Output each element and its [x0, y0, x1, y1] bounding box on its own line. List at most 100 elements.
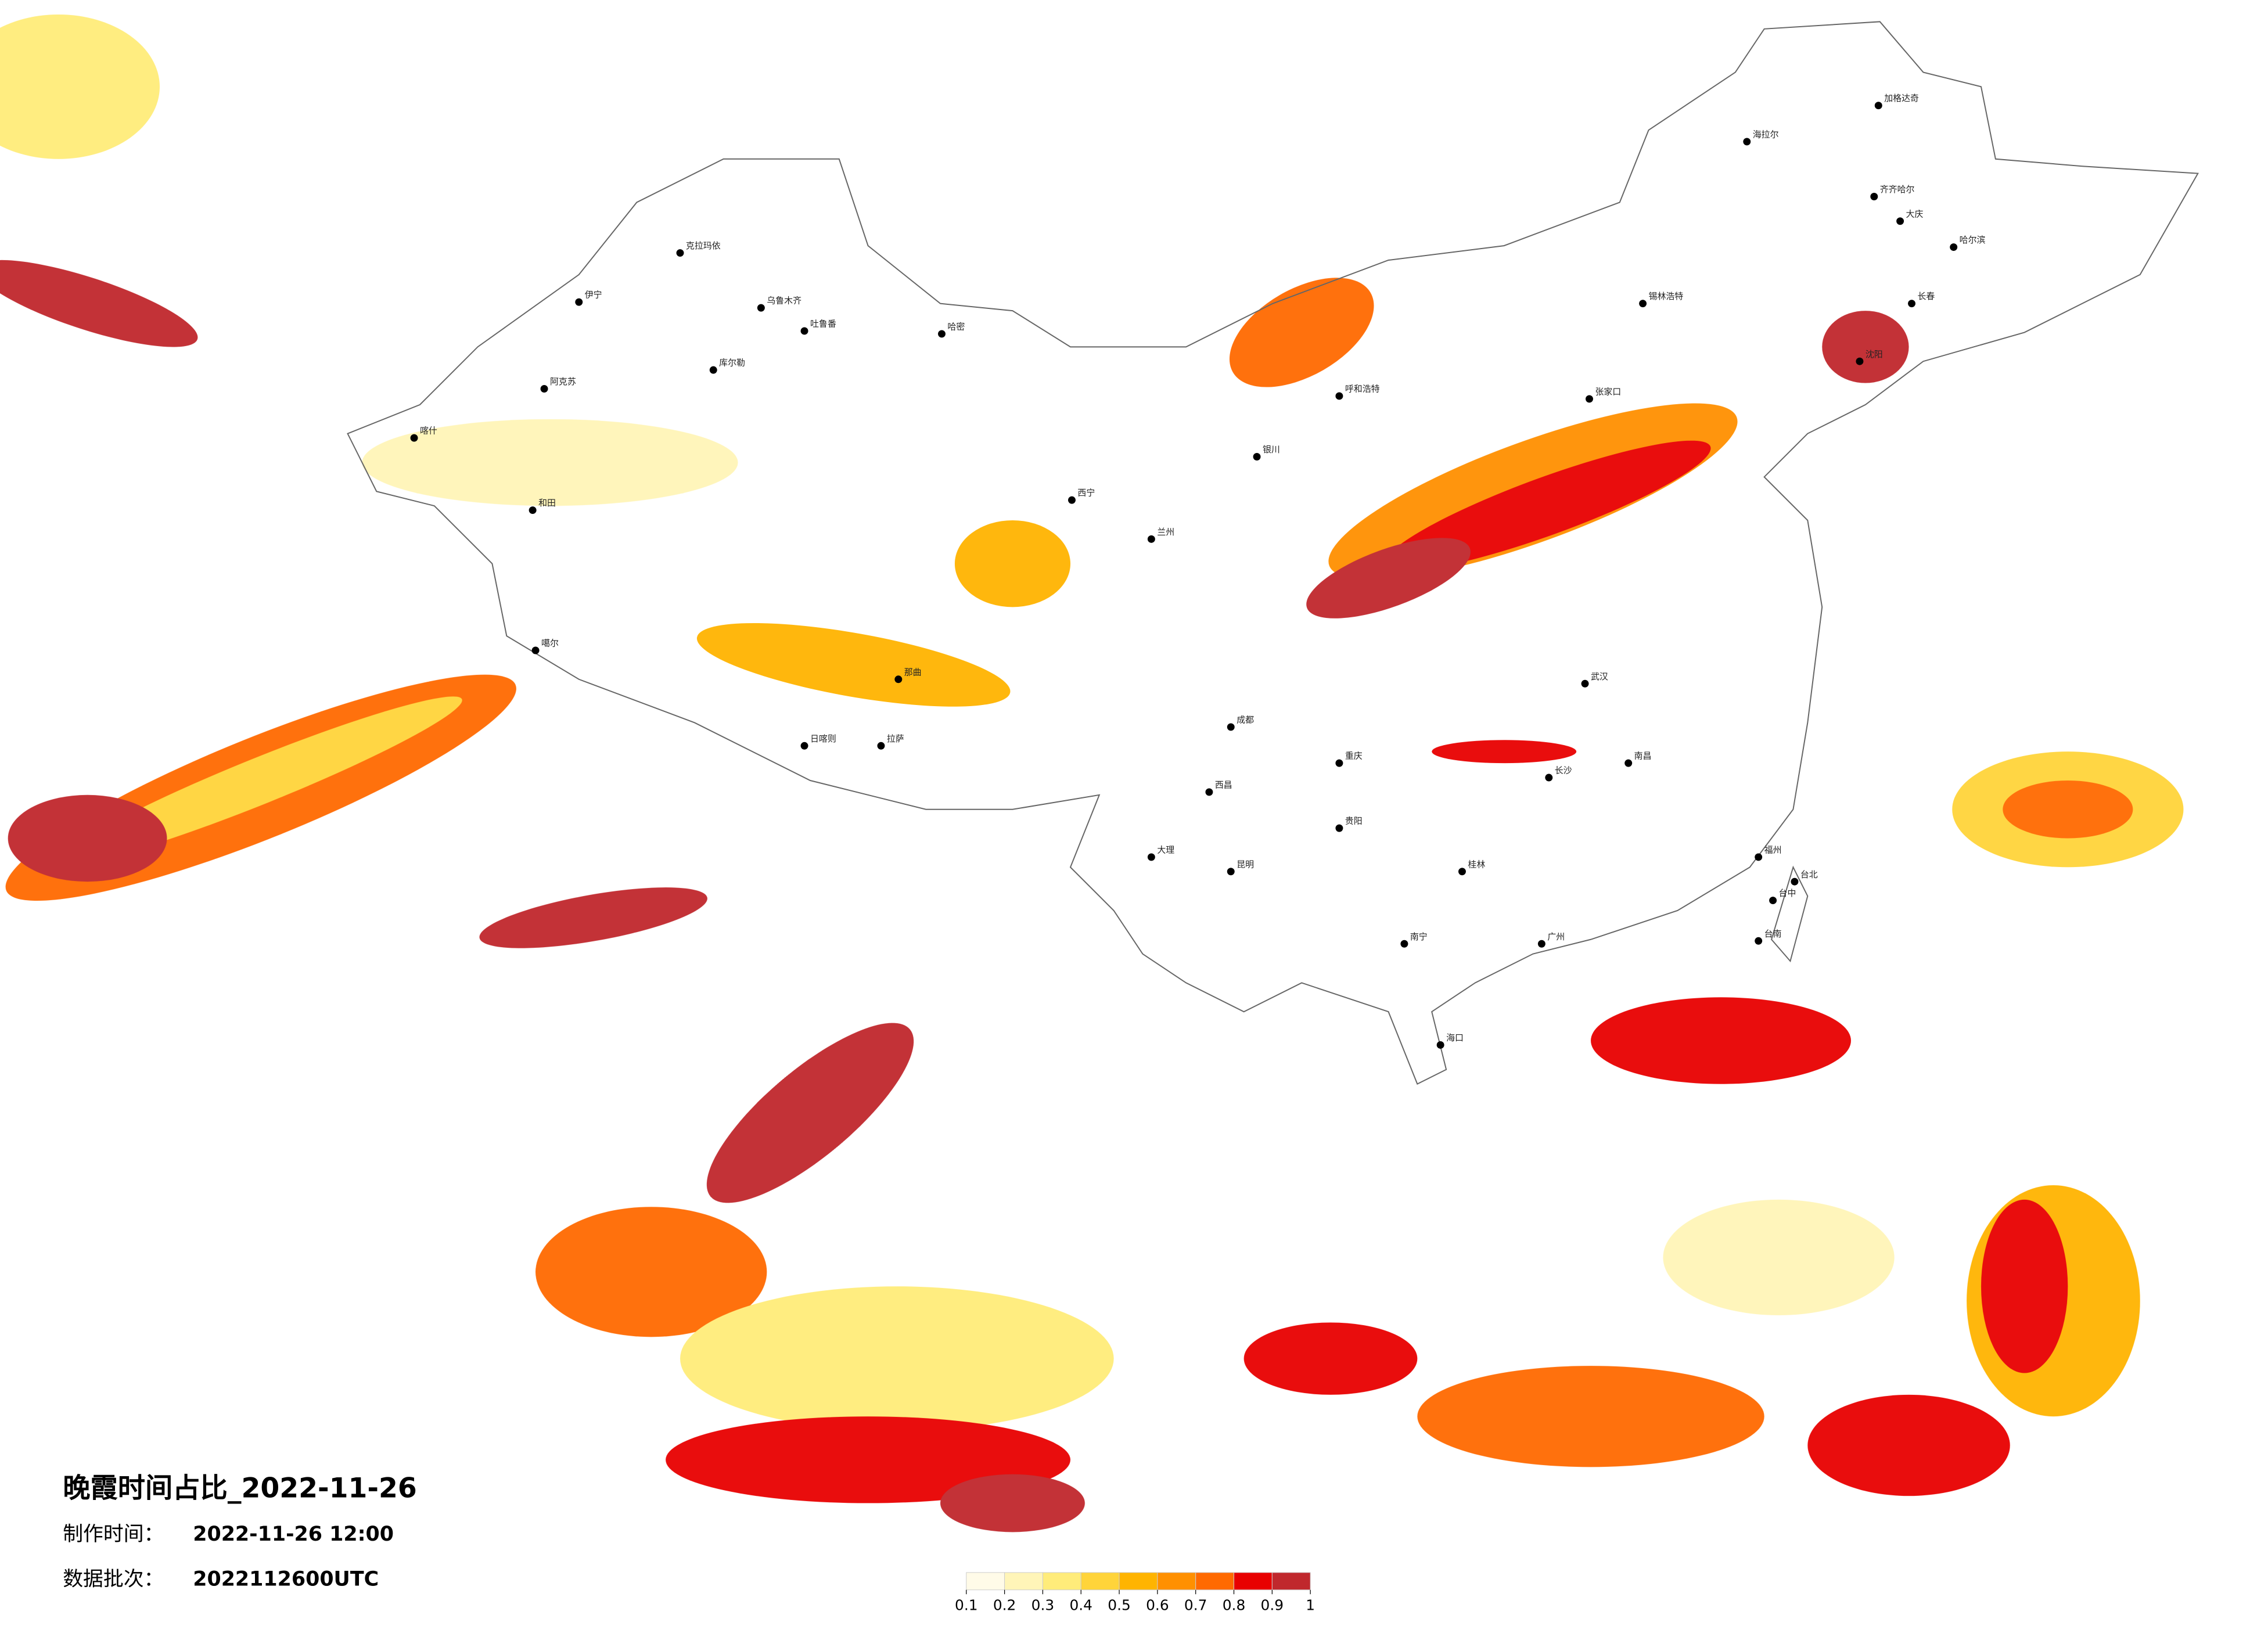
- heat-area: [706, 1023, 914, 1203]
- city-dot: [529, 506, 537, 515]
- city-label: 锡林浩特: [1649, 291, 1684, 301]
- city-dot: [877, 742, 885, 750]
- legend-tick-label: 0.5: [1108, 1597, 1131, 1614]
- city-dot: [1545, 774, 1553, 782]
- city-dot: [1874, 102, 1882, 110]
- country-outline: [347, 21, 2199, 1085]
- heat-area: [1590, 997, 1851, 1084]
- heat-area: [1432, 740, 1577, 764]
- city-label: 喀什: [420, 426, 437, 436]
- city-label: 广州: [1547, 931, 1565, 942]
- city-dot: [1950, 243, 1958, 251]
- batch-label: 数据批次：: [63, 1567, 164, 1591]
- city-label: 重庆: [1345, 751, 1363, 761]
- city-dot: [1436, 1041, 1444, 1049]
- city-dot: [1068, 496, 1076, 504]
- city-label: 大庆: [1906, 208, 1924, 219]
- city-dot: [1458, 868, 1466, 876]
- city-dot: [1908, 300, 1915, 308]
- legend-swatch: [1157, 1572, 1196, 1591]
- city-dot: [938, 330, 946, 338]
- heat-area: [940, 1474, 1085, 1533]
- legend-swatch: [1195, 1572, 1235, 1591]
- heat-area: [479, 887, 707, 948]
- city-dot: [709, 366, 717, 374]
- heat-field: [0, 14, 2184, 1533]
- legend-tick-label: 0.8: [1223, 1597, 1246, 1614]
- city-label: 乌鲁木齐: [767, 296, 801, 306]
- heat-area: [1243, 1322, 1418, 1395]
- legend-tick-label: 0.3: [1031, 1597, 1055, 1614]
- city-label: 福州: [1764, 844, 1782, 855]
- city-dot: [1639, 300, 1647, 308]
- made-label: 制作时间：: [63, 1523, 164, 1546]
- city-label: 张家口: [1595, 386, 1621, 397]
- city-label: 台南: [1764, 929, 1782, 939]
- city-label: 拉萨: [887, 733, 904, 744]
- city-dot: [757, 304, 765, 312]
- city-dot: [1856, 357, 1864, 365]
- legend-swatch: [1004, 1572, 1043, 1591]
- city-label: 加格达奇: [1884, 93, 1919, 103]
- heat-area: [1306, 538, 1471, 618]
- legend-tick-label: 0.6: [1146, 1597, 1169, 1614]
- city-label: 桂林: [1468, 859, 1485, 869]
- city-label: 齐齐哈尔: [1880, 184, 1915, 195]
- city-dot: [1624, 759, 1633, 767]
- legend-tick-label: 0.4: [1069, 1597, 1092, 1614]
- heat-area: [1663, 1199, 1895, 1315]
- heat-area: [1807, 1394, 2010, 1496]
- city-dot: [1335, 392, 1343, 400]
- legend-swatch: [966, 1572, 1005, 1591]
- city-dot: [1227, 868, 1235, 876]
- heat-area: [1229, 278, 1374, 387]
- city-label: 阿克苏: [550, 376, 576, 387]
- heat-area: [362, 419, 738, 506]
- city-dot: [1335, 759, 1343, 767]
- city-dot: [1335, 824, 1343, 832]
- city-label: 长春: [1917, 291, 1935, 301]
- legend-swatch: [1080, 1572, 1120, 1591]
- city-label: 哈尔滨: [1960, 235, 1986, 245]
- legend-tick-label: 0.7: [1184, 1597, 1207, 1614]
- heat-area: [0, 260, 198, 347]
- city-label: 大理: [1157, 844, 1174, 855]
- city-label: 海口: [1446, 1033, 1464, 1043]
- batch-value: 2022112600UTC: [193, 1567, 379, 1591]
- city-dot: [410, 434, 418, 442]
- heat-area: [8, 794, 167, 882]
- made-value: 2022-11-26 12:00: [193, 1523, 394, 1546]
- legend: 0.1 0.2 0.3 0.4 0.5 0.6 0.7 0.8 0.9 1: [955, 1572, 1315, 1614]
- city-dot: [1743, 138, 1751, 146]
- city-label: 台北: [1800, 869, 1818, 880]
- legend-tick-label: 0.1: [955, 1597, 978, 1614]
- city-dot: [1870, 193, 1878, 200]
- city-label: 和田: [538, 498, 556, 508]
- city-label: 南宁: [1410, 931, 1428, 942]
- city-dot: [1769, 897, 1777, 905]
- city-label: 噶尔: [541, 638, 559, 649]
- city-dot: [531, 646, 540, 654]
- city-dot: [540, 385, 548, 393]
- city-label: 兰州: [1157, 527, 1174, 537]
- city-dot: [575, 298, 583, 306]
- city-label: 海拉尔: [1753, 129, 1779, 139]
- city-dot: [1581, 679, 1589, 688]
- city-label: 沈阳: [1866, 349, 1883, 359]
- city-label: 西宁: [1077, 488, 1095, 498]
- city-label: 武汉: [1591, 671, 1608, 682]
- heat-area: [0, 14, 160, 159]
- city-label: 吐鲁番: [810, 318, 836, 329]
- city-label: 长沙: [1555, 765, 1572, 776]
- heat-area: [535, 1207, 767, 1337]
- city-dot: [676, 249, 684, 257]
- city-label: 西昌: [1215, 779, 1232, 790]
- city-dot: [1147, 535, 1155, 543]
- city-dot: [1755, 853, 1763, 861]
- legend-swatch: [1042, 1572, 1081, 1591]
- taiwan-outline: [1770, 865, 1809, 963]
- legend-swatch: [1234, 1572, 1273, 1591]
- city-dot: [1791, 877, 1799, 886]
